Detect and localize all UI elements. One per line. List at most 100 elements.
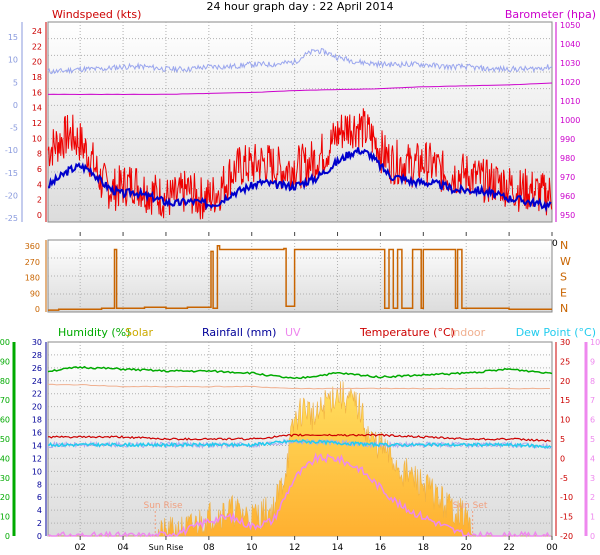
- uv-tick: 3: [590, 474, 595, 483]
- uv-tick: 9: [590, 357, 595, 366]
- temperature-tick: -5: [560, 474, 568, 483]
- x-tick-label: 16: [375, 543, 387, 553]
- temperature-line: [47, 433, 551, 443]
- wind-left-outer-tick: -5: [10, 124, 18, 133]
- wind-left-outer-tick: 5: [13, 78, 18, 87]
- temperature-tick: 5: [560, 435, 565, 444]
- x-tick-label: 08: [203, 543, 215, 553]
- wind-secondary-line: [47, 47, 553, 75]
- barometer-tick: 1030: [560, 59, 580, 68]
- humidity-tick: 0: [5, 532, 10, 541]
- multi-panel-series: [47, 365, 553, 538]
- rain-tick: 22: [32, 390, 42, 399]
- barometer-tick: 1050: [560, 21, 580, 30]
- barometer-tick: 990: [560, 135, 575, 144]
- graph-title: 24 hour graph day : 22 April 2014: [207, 0, 394, 13]
- wind-left-inner-tick: 22: [32, 42, 42, 51]
- uv-label: UV: [285, 326, 301, 339]
- barometer-tick: 1000: [560, 116, 580, 125]
- rain-tick: 12: [32, 454, 42, 463]
- direction-tick: 360: [25, 242, 40, 251]
- x-tick-label: 12: [289, 543, 300, 553]
- barometer-label: Barometer (hpa): [505, 8, 596, 21]
- wind-left-outer-tick: -20: [5, 191, 18, 200]
- dewpoint-label: Dew Point (°C): [516, 326, 596, 339]
- rain-tick: 18: [32, 416, 42, 425]
- temperature-tick: 0: [560, 454, 565, 463]
- wind-left-inner-tick: 14: [32, 104, 42, 113]
- temperature-tick: 25: [560, 357, 570, 366]
- temperature-tick: -20: [560, 532, 573, 541]
- compass-tick: S: [560, 271, 567, 284]
- humidity-tick: 40: [0, 454, 10, 463]
- wind-panel-series: [47, 47, 553, 220]
- barometer-tick: 960: [560, 192, 575, 201]
- x-tick-label: 18: [418, 543, 430, 553]
- humidity-tick: 90: [0, 357, 10, 366]
- rain-tick: 8: [37, 480, 42, 489]
- temperature-tick: 10: [560, 416, 570, 425]
- humidity-line: [47, 365, 553, 380]
- wind-left-outer-tick: -25: [5, 214, 18, 223]
- direction-tick: 270: [25, 258, 40, 267]
- temperature-tick: 30: [560, 338, 570, 347]
- humidity-tick: 10: [0, 513, 10, 522]
- sunset-label: Sun Set: [453, 501, 488, 511]
- sunrise-xtick-label: Sun Rise: [149, 543, 184, 552]
- solar-area: [48, 381, 552, 537]
- rain-tick: 4: [37, 506, 42, 515]
- humidity-tick: 20: [0, 493, 10, 502]
- indoor-label: Indoor: [450, 326, 486, 339]
- rain-tick: 14: [32, 441, 42, 450]
- rain-tick: 6: [37, 493, 42, 502]
- solar-label: Solar: [125, 326, 154, 339]
- x-tick-label: 22: [503, 543, 514, 553]
- wind-direction-line: [48, 244, 552, 311]
- rain-tick: 10: [32, 467, 42, 476]
- humidity-label: Humidity (%): [58, 326, 130, 339]
- rain-tick: 2: [37, 519, 42, 528]
- wind-panel-grid: [48, 22, 552, 222]
- compass-tick: E: [560, 286, 567, 299]
- wind-left-inner-tick: 10: [32, 134, 42, 143]
- uv-tick: 7: [590, 396, 595, 405]
- wind-left-inner-tick: 4: [37, 180, 42, 189]
- humidity-tick: 60: [0, 416, 10, 425]
- wind-average-line: [47, 147, 552, 213]
- wind-left-inner-tick: 24: [32, 27, 42, 36]
- temperature-tick: 15: [560, 396, 570, 405]
- temperature-tick: -15: [560, 513, 573, 522]
- uv-tick: 5: [590, 435, 595, 444]
- direction-tick: 90: [30, 289, 40, 298]
- barometer-line: [47, 82, 553, 96]
- rain-tick: 20: [32, 403, 42, 412]
- rainfall-label: Rainfall (mm): [202, 326, 276, 339]
- barometer-tick: 1020: [560, 78, 580, 87]
- x-tick-label: 14: [332, 543, 344, 553]
- rain-tick: 30: [32, 338, 42, 347]
- uv-line: [47, 452, 551, 538]
- wind-left-outer-tick: 15: [8, 33, 18, 42]
- dewpoint-line: [47, 439, 552, 449]
- x-tick-label: 10: [246, 543, 258, 553]
- rain-tick: 0: [37, 532, 42, 541]
- direction-tick: 0: [35, 305, 40, 314]
- rain-tick: 24: [32, 377, 42, 386]
- uv-tick: 0: [590, 532, 595, 541]
- direction-panel-series: [48, 244, 552, 311]
- humidity-tick: 70: [0, 396, 10, 405]
- wind-left-inner-tick: 16: [32, 88, 42, 97]
- rain-tick: 26: [32, 364, 42, 373]
- wind-left-outer-tick: -15: [5, 169, 18, 178]
- barometer-tick: 950: [560, 211, 575, 220]
- wind-left-inner-tick: 18: [32, 73, 42, 82]
- windspeed-label: Windspeed (kts): [52, 8, 141, 21]
- wind-left-inner-tick: 20: [32, 58, 42, 67]
- wind-left-inner-tick: 6: [37, 165, 42, 174]
- rain-tick: 28: [32, 351, 42, 360]
- wind-left-outer-tick: 10: [8, 56, 18, 65]
- barometer-tick: 980: [560, 154, 575, 163]
- humidity-tick: 30: [0, 474, 10, 483]
